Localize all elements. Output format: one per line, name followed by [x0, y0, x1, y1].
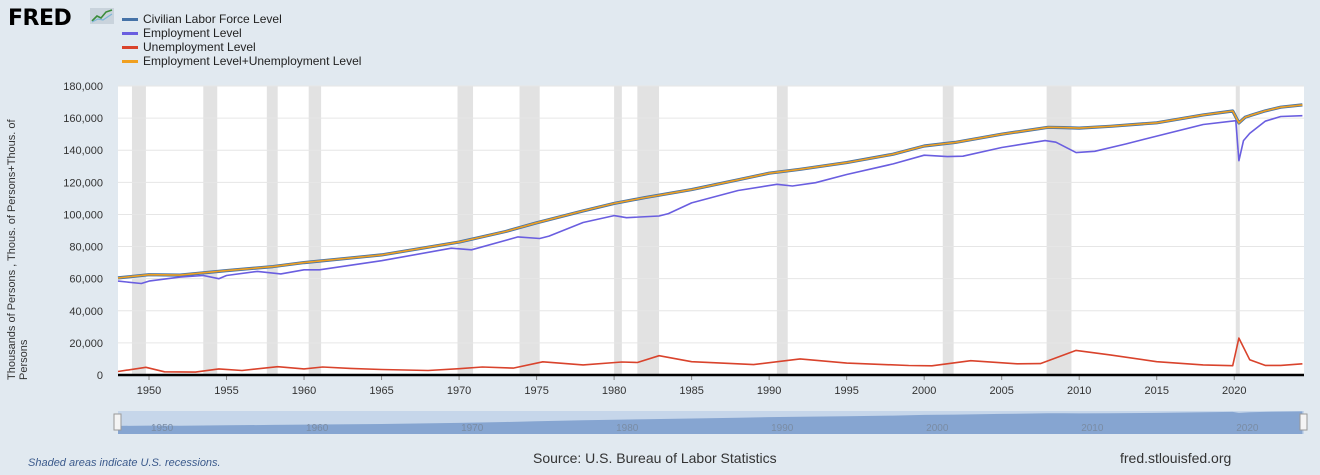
- recession-band: [1235, 86, 1240, 375]
- y-tick-label: 160,000: [63, 113, 103, 125]
- recession-band: [614, 86, 622, 375]
- recession-band: [519, 86, 540, 375]
- x-tick-label: 2010: [1067, 385, 1091, 397]
- navigator-ticks: 1950 1960 1970 1980 1990 2000 2010 2020: [151, 423, 1259, 434]
- legend-swatch: [122, 17, 138, 21]
- x-tick-label: 1985: [679, 385, 703, 397]
- navigator-left-handle[interactable]: [113, 413, 122, 431]
- legend-swatch: [122, 59, 138, 63]
- plot-area: [118, 86, 1304, 375]
- navigator-tick-label: 1950: [151, 423, 174, 434]
- recession-band: [776, 86, 788, 375]
- x-tick-label: 1970: [447, 385, 471, 397]
- legend-label: Employment Level: [143, 26, 242, 40]
- legend-label: Employment Level+Unemployment Level: [143, 54, 362, 68]
- recession-band: [457, 86, 474, 375]
- gridlines: [118, 85, 1304, 344]
- navigator-tick-label: 2020: [1236, 423, 1259, 434]
- y-tick-label: 100,000: [63, 209, 103, 221]
- fred-logo[interactable]: FRED: [8, 6, 72, 31]
- y-tick-label: 40,000: [69, 306, 103, 318]
- recession-band: [203, 86, 218, 375]
- x-tick-label: 2015: [1144, 385, 1168, 397]
- recession-band: [637, 86, 660, 375]
- range-navigator[interactable]: 1950 1960 1970 1980 1990 2000 2010 2020: [113, 411, 1308, 434]
- x-tick-label: 1975: [524, 385, 548, 397]
- x-tick-label: 1950: [137, 385, 161, 397]
- recession-band: [1046, 86, 1072, 375]
- recession-band: [308, 86, 322, 375]
- y-tick-label: 80,000: [69, 242, 103, 254]
- x-tick-label: 1980: [602, 385, 626, 397]
- series-line-3[interactable]: [117, 337, 1303, 373]
- site-link[interactable]: fred.stlouisfed.org: [1120, 450, 1232, 466]
- y-tick-label: 180,000: [63, 81, 103, 93]
- series-lines: [117, 103, 1303, 373]
- legend-item[interactable]: Employment Level: [122, 26, 361, 40]
- legend-swatch: [122, 31, 138, 35]
- navigator-tick-label: 1960: [306, 423, 329, 434]
- fred-logo-graph-icon: [90, 8, 114, 24]
- recession-shading: [131, 86, 1240, 375]
- x-tick-label: 1995: [834, 385, 858, 397]
- y-tick-label: 140,000: [63, 145, 103, 157]
- legend-label: Unemployment Level: [143, 40, 256, 54]
- x-tick-label: 1955: [214, 385, 238, 397]
- recession-note: Shaded areas indicate U.S. recessions.: [28, 457, 221, 469]
- legend-item[interactable]: Unemployment Level: [122, 40, 361, 54]
- navigator-right-handle[interactable]: [1299, 413, 1308, 431]
- chart-legend: Civilian Labor Force Level Employment Le…: [122, 12, 361, 68]
- recession-band: [266, 86, 278, 375]
- x-tick-label: 1960: [292, 385, 316, 397]
- navigator-series-area: [118, 411, 1303, 434]
- x-tick-label: 1965: [369, 385, 393, 397]
- source-text: Source: U.S. Bureau of Labor Statistics: [533, 450, 777, 466]
- y-tick-label: 60,000: [69, 274, 103, 286]
- navigator-tick-label: 2010: [1081, 423, 1104, 434]
- y-tick-label: 120,000: [63, 177, 103, 189]
- y-tick-label: 20,000: [69, 338, 103, 350]
- series-line-2[interactable]: [117, 114, 1303, 285]
- navigator-tick-label: 2000: [926, 423, 949, 434]
- y-tick-label: 0: [97, 370, 103, 382]
- navigator-tick-label: 1970: [461, 423, 484, 434]
- recession-band: [942, 86, 954, 375]
- x-tick-label: 2000: [912, 385, 936, 397]
- x-tick-label: 1990: [757, 385, 781, 397]
- recession-band: [131, 86, 146, 375]
- legend-item[interactable]: Civilian Labor Force Level: [122, 12, 361, 26]
- series-line-4[interactable]: [117, 104, 1303, 279]
- x-tick-label: 2005: [989, 385, 1013, 397]
- legend-label: Civilian Labor Force Level: [143, 12, 282, 26]
- x-tick-label: 2020: [1222, 385, 1246, 397]
- legend-item[interactable]: Employment Level+Unemployment Level: [122, 54, 361, 68]
- line-chart: 0 20,000 40,000 60,000 80,000 100,000 120,000 1…: [63, 81, 1308, 434]
- navigator-tick-label: 1990: [771, 423, 794, 434]
- legend-swatch: [122, 45, 138, 49]
- y-axis-ticks: 0 20,000 40,000 60,000 80,000 100,000 120,000 1…: [63, 81, 103, 382]
- navigator-tick-label: 1980: [616, 423, 639, 434]
- x-axis-ticks: 1950 1955 1960 1965 1970 1975 1980 1985 1990 1995…: [137, 375, 1246, 397]
